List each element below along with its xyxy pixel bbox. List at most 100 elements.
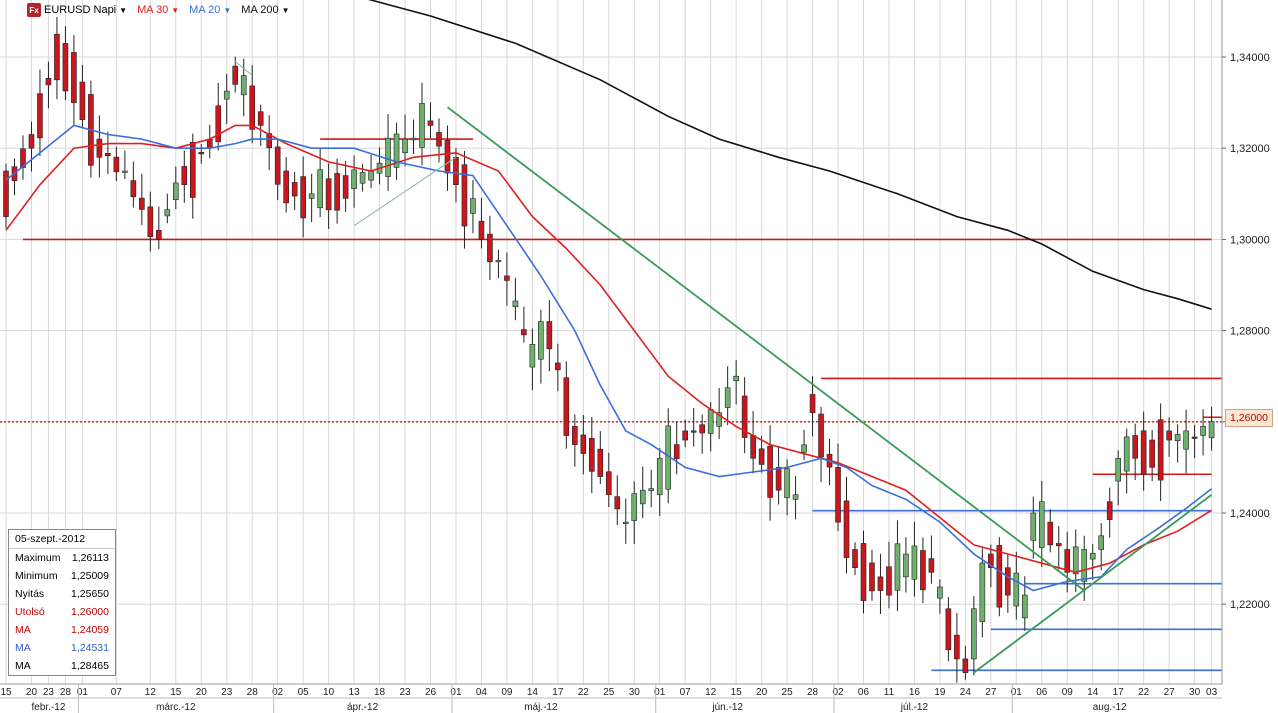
candle[interactable] [266, 115, 272, 170]
candle[interactable] [291, 172, 298, 210]
candle[interactable] [945, 597, 952, 662]
candle[interactable] [249, 65, 256, 144]
candle[interactable] [971, 596, 977, 676]
candle[interactable] [402, 114, 408, 167]
candle[interactable] [529, 328, 536, 391]
candle[interactable] [631, 481, 638, 545]
candle[interactable] [648, 469, 655, 508]
candle[interactable] [173, 166, 179, 210]
candle[interactable] [351, 155, 357, 208]
candle[interactable] [1064, 531, 1071, 593]
candle[interactable] [801, 429, 807, 460]
candle[interactable] [886, 541, 892, 609]
candle[interactable] [283, 156, 289, 213]
candle[interactable] [1038, 480, 1045, 568]
candle[interactable] [979, 548, 986, 638]
candle[interactable] [614, 475, 621, 526]
candle[interactable] [198, 144, 205, 164]
candle[interactable] [572, 414, 578, 467]
candle[interactable] [453, 148, 459, 203]
candle[interactable] [54, 16, 60, 100]
candle[interactable] [1123, 428, 1130, 494]
candle[interactable] [71, 35, 77, 125]
candle[interactable] [724, 366, 731, 426]
candle[interactable] [436, 118, 442, 163]
candle[interactable] [758, 436, 765, 473]
candle[interactable] [1098, 523, 1105, 571]
candle[interactable] [733, 360, 739, 405]
candle[interactable] [139, 173, 145, 226]
candle[interactable] [563, 361, 570, 449]
candle[interactable] [784, 459, 790, 516]
candle[interactable] [920, 537, 926, 604]
candle[interactable] [20, 135, 26, 180]
candle[interactable] [3, 163, 9, 229]
candle[interactable] [419, 82, 425, 166]
candle[interactable] [589, 417, 595, 494]
candle[interactable] [385, 114, 391, 191]
candle[interactable] [342, 160, 349, 212]
candle[interactable] [546, 300, 553, 372]
candle[interactable] [105, 131, 111, 175]
candle[interactable] [1157, 403, 1164, 501]
candle[interactable] [189, 133, 196, 219]
candle[interactable] [894, 520, 901, 612]
candle[interactable] [741, 377, 748, 454]
candle[interactable] [512, 277, 519, 321]
candle[interactable] [962, 645, 969, 680]
candle[interactable] [673, 421, 680, 475]
candle[interactable] [580, 415, 587, 475]
candle[interactable] [1140, 411, 1147, 491]
candle[interactable] [325, 163, 332, 229]
candle[interactable] [699, 414, 705, 454]
ma200-legend[interactable]: MA 200 ▼ [241, 4, 289, 16]
candle[interactable] [308, 173, 315, 223]
candle[interactable] [843, 476, 850, 574]
candle[interactable] [11, 158, 18, 196]
candle[interactable] [274, 139, 281, 201]
candle[interactable] [62, 26, 69, 101]
candle[interactable] [487, 215, 493, 280]
candle[interactable] [937, 579, 943, 614]
candle[interactable] [818, 406, 824, 483]
candle[interactable] [232, 56, 239, 93]
candle[interactable] [164, 193, 171, 224]
candle[interactable] [427, 102, 434, 138]
candle[interactable] [1174, 424, 1181, 463]
candle[interactable] [656, 448, 663, 517]
candle[interactable] [767, 425, 773, 521]
candle[interactable] [911, 521, 918, 597]
chevron-down-icon[interactable]: ▼ [223, 5, 232, 15]
candle[interactable] [1149, 430, 1155, 482]
candle[interactable] [996, 537, 1003, 617]
candle[interactable] [300, 156, 306, 238]
candle[interactable] [639, 466, 646, 519]
candle[interactable] [750, 410, 756, 474]
candle[interactable] [504, 252, 510, 306]
candle[interactable] [1183, 409, 1189, 474]
candle[interactable] [1013, 551, 1020, 620]
candle[interactable] [376, 147, 383, 185]
candle[interactable] [1005, 554, 1011, 613]
candle[interactable] [852, 542, 858, 576]
candle[interactable] [860, 530, 867, 614]
candle[interactable] [1055, 526, 1062, 570]
candle[interactable] [928, 535, 935, 584]
chevron-down-icon[interactable]: ▼ [119, 5, 128, 15]
candle[interactable] [215, 82, 222, 151]
candle[interactable] [1072, 529, 1079, 593]
candle[interactable] [877, 553, 884, 615]
candle[interactable] [1115, 450, 1121, 506]
candle[interactable] [113, 146, 120, 182]
candle[interactable] [1166, 417, 1172, 457]
candle[interactable] [597, 431, 604, 485]
candle[interactable] [96, 115, 103, 178]
chevron-down-icon[interactable]: ▼ [281, 5, 290, 15]
candle[interactable] [410, 119, 417, 155]
candle[interactable] [1132, 423, 1138, 481]
candle[interactable] [716, 388, 722, 440]
candle[interactable] [605, 452, 612, 508]
candle[interactable] [1089, 544, 1096, 580]
candle[interactable] [444, 125, 451, 191]
candle[interactable] [79, 64, 86, 128]
